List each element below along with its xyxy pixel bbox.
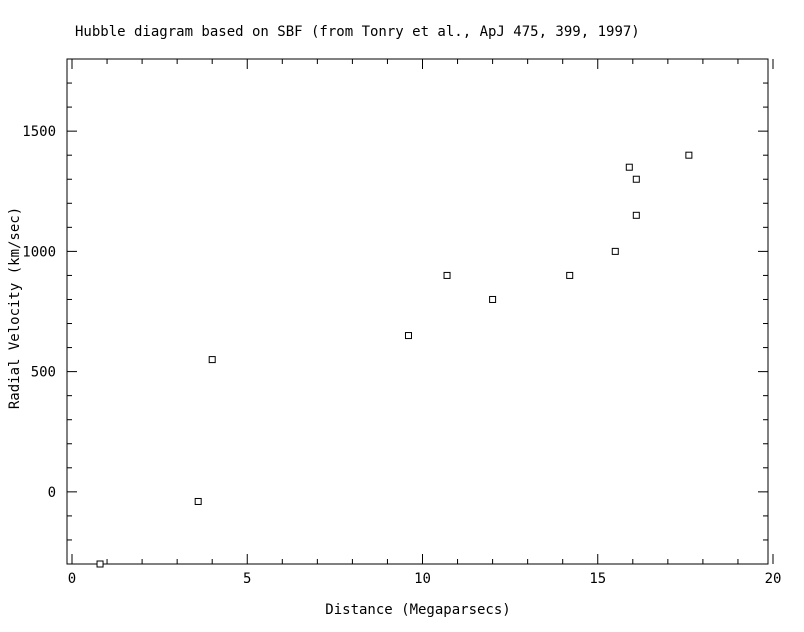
x-tick-label: 20	[765, 571, 782, 587]
y-axis-label: Radial Velocity (km/sec)	[7, 207, 23, 409]
x-tick-label: 10	[414, 571, 431, 587]
y-tick-label: 500	[31, 365, 56, 381]
data-point	[404, 332, 412, 340]
data-point	[632, 175, 640, 183]
data-point	[566, 271, 574, 279]
axis-ticks	[67, 58, 774, 565]
y-tick-label: 0	[48, 485, 56, 501]
data-point	[489, 295, 497, 303]
axis-tick-labels: 0 5 10 15 20 0 500 1000 1500	[22, 124, 781, 587]
x-axis-label: Distance (Megaparsecs)	[325, 602, 510, 618]
x-tick-label: 5	[243, 571, 251, 587]
y-tick-label: 1000	[22, 244, 56, 260]
data-point	[194, 497, 202, 505]
data-point	[685, 151, 693, 159]
x-tick-label: 0	[68, 571, 76, 587]
data-points	[96, 151, 693, 568]
data-point	[96, 560, 104, 568]
data-point	[611, 247, 619, 255]
data-point	[208, 356, 216, 364]
x-tick-label: 15	[589, 571, 606, 587]
data-point	[443, 271, 451, 279]
chart-title: Hubble diagram based on SBF (from Tonry …	[75, 24, 640, 40]
data-point	[632, 211, 640, 219]
y-tick-label: 1500	[22, 124, 56, 140]
data-point	[625, 163, 633, 171]
plot-frame	[66, 58, 769, 565]
